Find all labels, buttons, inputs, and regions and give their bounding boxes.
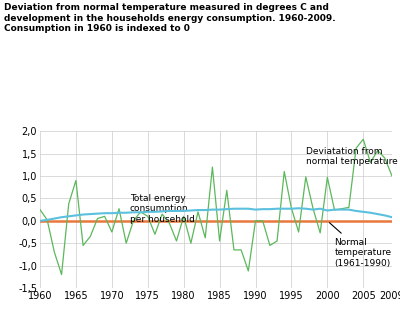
Text: Deviatation from
normal temperature: Deviatation from normal temperature [306, 147, 398, 166]
Text: Deviation from normal temperature measured in degrees C and
development in the h: Deviation from normal temperature measur… [4, 3, 336, 33]
Text: Normal
temperature
(1961-1990): Normal temperature (1961-1990) [330, 223, 392, 268]
Text: Total energy
consumption
per household: Total energy consumption per household [130, 194, 202, 224]
